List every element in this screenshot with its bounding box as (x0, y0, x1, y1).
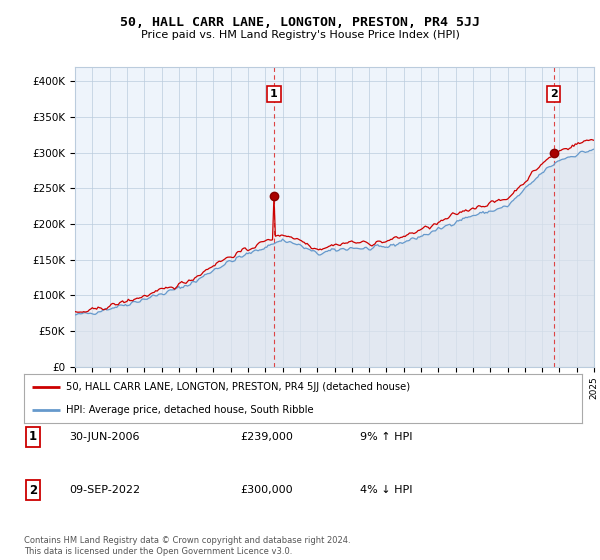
Text: Contains HM Land Registry data © Crown copyright and database right 2024.
This d: Contains HM Land Registry data © Crown c… (24, 536, 350, 556)
Text: HPI: Average price, detached house, South Ribble: HPI: Average price, detached house, Sout… (66, 405, 313, 416)
Text: 1: 1 (29, 430, 37, 444)
Text: 1: 1 (270, 89, 278, 99)
Text: £239,000: £239,000 (240, 432, 293, 442)
Text: 09-SEP-2022: 09-SEP-2022 (69, 485, 140, 495)
Text: 50, HALL CARR LANE, LONGTON, PRESTON, PR4 5JJ (detached house): 50, HALL CARR LANE, LONGTON, PRESTON, PR… (66, 382, 410, 393)
Text: 9% ↑ HPI: 9% ↑ HPI (360, 432, 413, 442)
Text: 30-JUN-2006: 30-JUN-2006 (69, 432, 139, 442)
Text: 2: 2 (550, 89, 557, 99)
Text: 4% ↓ HPI: 4% ↓ HPI (360, 485, 413, 495)
Text: 2: 2 (29, 483, 37, 497)
Text: Price paid vs. HM Land Registry's House Price Index (HPI): Price paid vs. HM Land Registry's House … (140, 30, 460, 40)
Text: £300,000: £300,000 (240, 485, 293, 495)
Text: 50, HALL CARR LANE, LONGTON, PRESTON, PR4 5JJ: 50, HALL CARR LANE, LONGTON, PRESTON, PR… (120, 16, 480, 29)
